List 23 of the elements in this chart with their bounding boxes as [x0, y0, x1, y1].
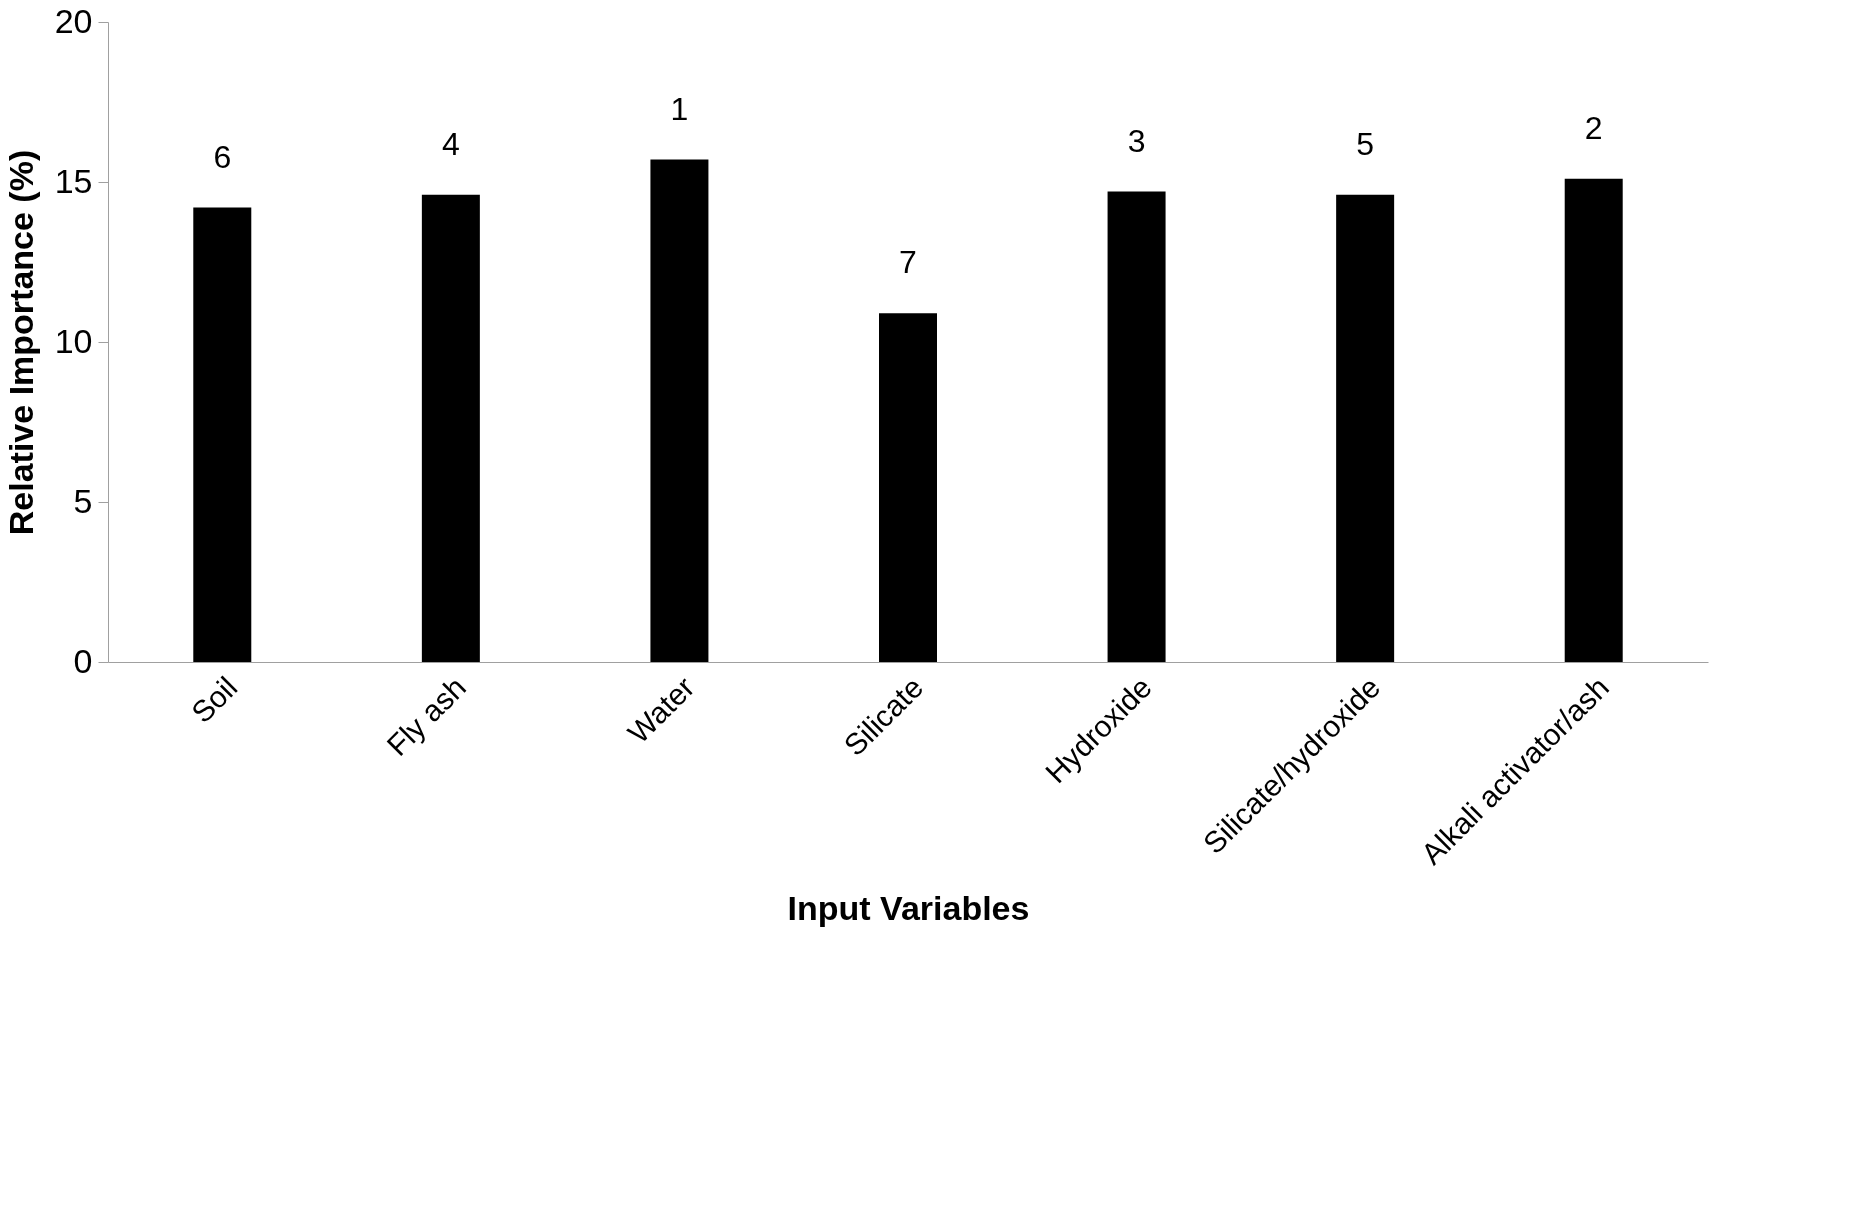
bar — [879, 313, 937, 662]
annotation: 5 — [1356, 125, 1375, 162]
x-tick-label: Soil — [184, 670, 244, 730]
x-axis-title: Input Variables — [787, 888, 1030, 927]
bar — [193, 207, 252, 662]
y-tick-label: 20 — [54, 1, 93, 40]
y-tick-label: 10 — [54, 321, 93, 360]
x-tick-label: Fly ash — [380, 670, 473, 763]
annotation: 6 — [213, 138, 232, 175]
annotation: 2 — [1584, 109, 1603, 146]
y-tick-label: 0 — [73, 641, 93, 680]
y-tick-label: 5 — [73, 481, 93, 520]
bar — [1336, 194, 1395, 662]
bar — [1107, 191, 1166, 662]
bar — [1564, 178, 1623, 662]
annotation: 7 — [899, 244, 917, 281]
annotation: 1 — [670, 90, 689, 127]
y-axis-title: Relative Importance (%) — [1, 149, 40, 536]
bar — [421, 194, 480, 662]
annotation: 3 — [1127, 122, 1146, 159]
annotation: 4 — [441, 125, 460, 162]
bar — [650, 159, 709, 662]
y-tick-label: 15 — [54, 161, 93, 200]
